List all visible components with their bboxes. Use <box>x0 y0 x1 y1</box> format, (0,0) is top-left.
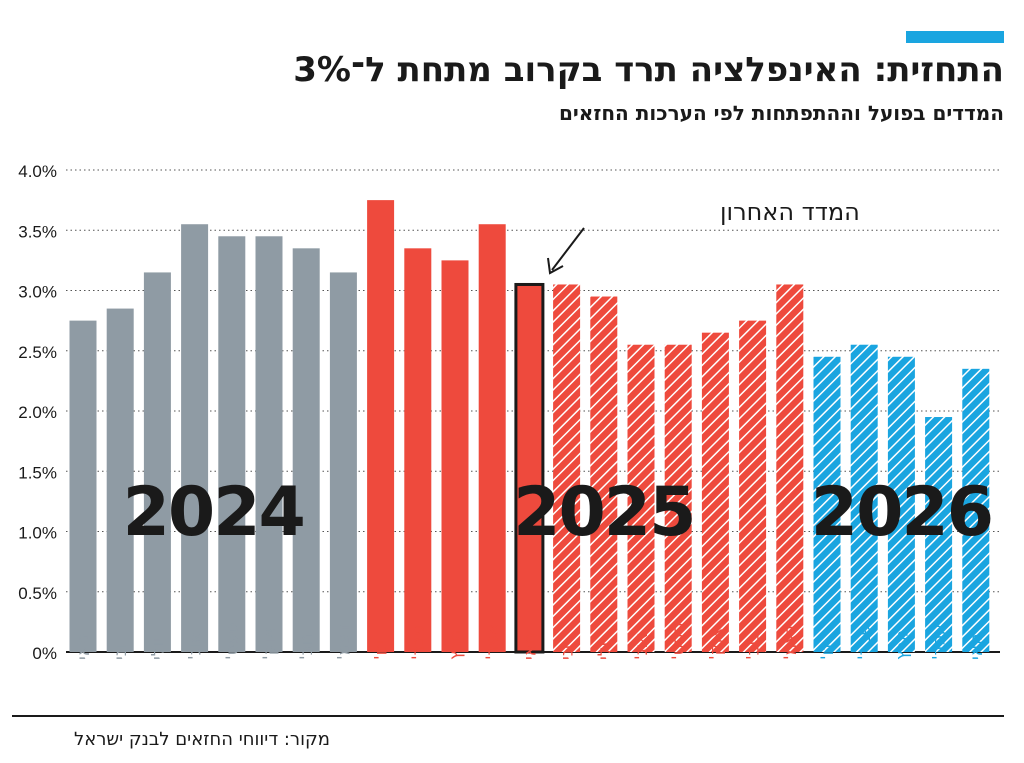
x-axis-ticks: מאי יוני יולי אוג' ספט' אוק' נוב' דצמ' ינו' פבר' מ… <box>74 623 987 660</box>
bar <box>69 320 97 652</box>
bar <box>181 224 209 652</box>
x-tick-label: אפר' <box>483 624 503 660</box>
x-tick-label: מרץ <box>892 630 912 660</box>
y-tick-label: 0.5% <box>18 584 57 603</box>
annotation: המדד האחרון <box>547 198 860 275</box>
source-note: מקור: דיווחי החזאים לבנק ישראל <box>73 729 330 750</box>
year-label: 2026 <box>811 473 992 552</box>
x-tick-label: אוק' <box>706 627 726 660</box>
bar <box>962 368 990 652</box>
accent-bar <box>906 31 1004 43</box>
chart-subtitle: המדדים בפועל וההתפתחות לפי הערכות החזאים <box>558 101 1004 125</box>
y-tick-label: 2.0% <box>18 403 57 422</box>
bar <box>514 282 545 654</box>
y-axis-ticks: 0% 0.5% 1.0% 1.5% 2.0% 2.5% 3.0% 3.5% 4.0% <box>18 162 57 663</box>
chart-title: התחזית: האינפלציה תרד בקרוב מתחת ל־3% <box>293 50 1004 90</box>
x-tick-label: ספט' <box>223 623 243 660</box>
x-tick-label: אוג' <box>632 632 652 660</box>
bar <box>925 417 953 652</box>
x-tick-label: אוג' <box>186 632 206 660</box>
bar <box>739 320 767 652</box>
x-tick-label: נוב' <box>744 634 764 660</box>
x-tick-label: מאי <box>74 633 94 660</box>
x-tick-label: מאי <box>967 633 987 660</box>
y-tick-label: 2.5% <box>18 343 57 362</box>
y-tick-label: 0% <box>32 644 57 663</box>
bar <box>329 272 357 652</box>
source-divider <box>12 715 1004 717</box>
x-tick-label: מרץ <box>446 630 466 660</box>
bar <box>218 236 246 652</box>
x-tick-label: יוני <box>558 641 578 660</box>
x-tick-label: יוני <box>111 641 131 660</box>
x-tick-label: ינו' <box>372 640 392 660</box>
x-tick-label: ספט' <box>669 623 689 660</box>
bar <box>106 308 134 652</box>
bar <box>887 356 915 652</box>
annotation-label: המדד האחרון <box>720 198 860 226</box>
x-tick-label: יולי <box>148 638 168 660</box>
bar <box>478 224 506 652</box>
bar <box>143 272 171 652</box>
x-tick-label: דצמ' <box>334 624 354 660</box>
annotation-arrowhead <box>547 257 564 275</box>
y-tick-label: 4.0% <box>18 162 57 181</box>
bar-chart: 0% 0.5% 1.0% 1.5% 2.0% 2.5% 3.0% 3.5% 4.0% מאי יו… <box>18 162 1000 663</box>
year-label: 2024 <box>123 473 304 552</box>
bars <box>69 200 990 654</box>
bar <box>404 248 432 652</box>
bar <box>813 356 841 652</box>
x-tick-label: ינו' <box>818 640 838 660</box>
y-tick-label: 3.0% <box>18 283 57 302</box>
x-tick-label: פבר' <box>855 625 875 660</box>
y-tick-label: 3.5% <box>18 222 57 241</box>
annotation-arrow <box>551 227 585 271</box>
x-tick-label: דצמ' <box>781 624 801 660</box>
bar <box>292 248 320 652</box>
x-tick-label: נוב' <box>297 634 317 660</box>
x-tick-label: אוק' <box>260 627 280 660</box>
year-labels: 2024 2025 2026 <box>123 473 994 552</box>
bar <box>664 344 692 652</box>
bar <box>255 236 283 652</box>
bar <box>627 344 655 652</box>
bar <box>441 260 469 652</box>
bar <box>553 284 581 652</box>
year-label: 2025 <box>513 473 694 552</box>
x-tick-label: מאי <box>520 633 540 660</box>
y-tick-label: 1.5% <box>18 463 57 482</box>
bar <box>367 200 395 652</box>
bar <box>850 344 878 652</box>
y-tick-label: 1.0% <box>18 524 57 543</box>
x-tick-label: יולי <box>595 638 615 660</box>
bar <box>776 284 804 652</box>
x-tick-label: פבר' <box>409 625 429 660</box>
x-tick-label: אפר' <box>930 624 950 660</box>
bar <box>590 296 618 652</box>
bar <box>701 332 729 652</box>
